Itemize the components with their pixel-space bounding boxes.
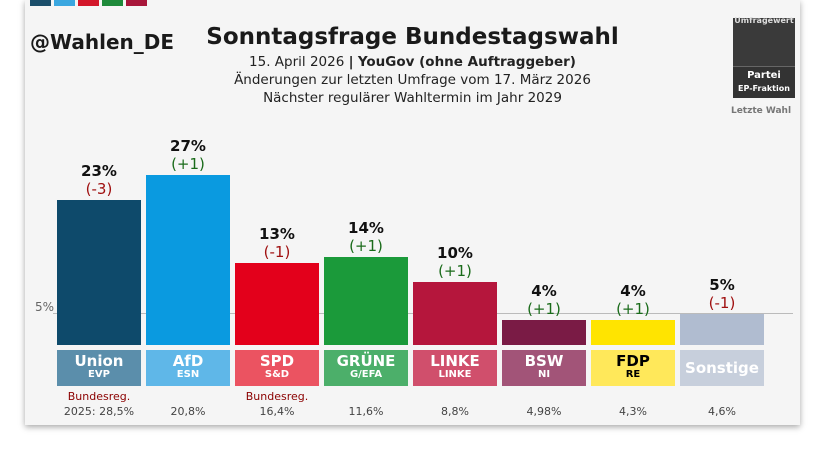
last-election: 8,8% (413, 389, 497, 419)
last-election-value: 16,4% (259, 405, 295, 418)
party-name: AfD (172, 352, 204, 370)
last-election-value: 11,6% (348, 405, 384, 418)
value-label: 4% (620, 281, 646, 300)
change-label: (-1) (708, 293, 736, 312)
change-label: (+1) (527, 299, 561, 318)
chart-card: @Wahlen_DE Sonntagsfrage Bundestagswahl … (25, 0, 800, 425)
party-plate: GRÜNE G/EFA (324, 350, 408, 386)
flag-segment (102, 0, 123, 6)
party-name: BSW (524, 352, 564, 370)
legend-fraction-label: EP-Fraktion (738, 84, 790, 93)
change-label: (+1) (438, 262, 472, 280)
chart-title: Sonntagsfrage Bundestagswahl (206, 24, 619, 50)
legend-party-label: Partei (747, 70, 781, 81)
last-election: 20,8% (146, 389, 230, 419)
last-election-value: 4,3% (619, 405, 647, 418)
last-election: 4,6% (680, 389, 764, 419)
last-election-value: 8,8% (441, 405, 469, 418)
bar-linke (413, 282, 497, 345)
legend-box: Umfragewert Partei EP-Fraktion (733, 16, 795, 98)
poll-date: 15. April 2026 (249, 54, 345, 70)
last-election: 11,6% (324, 389, 408, 419)
poll-source: YouGov (ohne Auftraggeber) (357, 54, 576, 70)
party-plate: BSW NI (502, 350, 586, 386)
separator: | (348, 54, 354, 70)
party-name: LINKE (430, 352, 480, 370)
change-label: (+1) (616, 299, 650, 318)
subtitle-line-2: Änderungen zur letzten Umfrage vom 17. M… (234, 72, 591, 88)
legend-value-label: Umfragewert (734, 16, 794, 25)
legend-last-election-label: Letzte Wahl (730, 106, 792, 116)
party-name: Sonstige (685, 359, 759, 377)
spacer (413, 389, 497, 404)
value-label: 14% (348, 218, 384, 237)
bar-grüne (324, 256, 408, 345)
last-election: Bundesreg. 2025: 28,5% (57, 389, 141, 419)
value-label: 13% (259, 225, 295, 244)
last-election: 4,3% (591, 389, 675, 419)
bar-spd (235, 263, 319, 345)
bar-fdp (591, 319, 675, 345)
last-election-value: 4,6% (708, 405, 736, 418)
subtitle-line-1: 15. April 2026 | YouGov (ohne Auftraggeb… (25, 54, 800, 70)
flag-segment (78, 0, 99, 6)
party-fraction: LINKE (438, 369, 472, 380)
party-fraction: NI (537, 369, 551, 380)
value-label: 4% (531, 281, 557, 300)
flag-segment (54, 0, 75, 6)
bar-union (57, 200, 141, 345)
party-plate: SPD S&D (235, 350, 319, 386)
party-plate: Union EVP (57, 350, 141, 386)
party-name: SPD (259, 352, 295, 370)
flag-segment (30, 0, 51, 6)
spacer (502, 389, 586, 404)
account-handle: @Wahlen_DE (30, 30, 175, 54)
last-election: 4,98% (502, 389, 586, 419)
party-plate: Sonstige (680, 350, 764, 386)
bar-sonstige (680, 313, 764, 345)
party-fraction: EVP (88, 369, 110, 380)
bar-afd (146, 174, 230, 345)
value-label: 10% (437, 244, 473, 262)
threshold-label: 5% (35, 300, 55, 314)
party-fraction: S&D (264, 369, 290, 380)
party-name: GRÜNE (336, 352, 396, 370)
bar-bsw (502, 319, 586, 345)
spacer (591, 389, 675, 404)
last-election-value: 2025: 28,5% (63, 405, 135, 418)
last-election-value: 20,8% (170, 405, 206, 418)
party-fraction: ESN (176, 369, 200, 380)
spacer (680, 389, 764, 404)
party-fraction: RE (625, 369, 641, 380)
change-label: (-3) (85, 180, 113, 199)
subtitle-line-3: Nächster regulärer Wahltermin im Jahr 20… (263, 90, 562, 106)
change-label: (-1) (263, 243, 291, 262)
government-label: Bundesreg. (67, 390, 131, 403)
value-label: 23% (81, 162, 117, 181)
value-label: 27% (170, 136, 206, 155)
party-plate: LINKE LINKE (413, 350, 497, 386)
change-label: (+1) (349, 236, 383, 255)
legend-value-swatch: Umfragewert (733, 16, 795, 67)
party-plate: AfD ESN (146, 350, 230, 386)
last-election-value: 4,98% (526, 405, 562, 418)
party-name: Union (74, 352, 124, 370)
party-fraction: G/EFA (349, 369, 383, 380)
value-label: 5% (709, 275, 735, 294)
spacer (146, 389, 230, 404)
change-label: (+1) (171, 154, 205, 173)
flag-segment (126, 0, 147, 6)
spacer (324, 389, 408, 404)
last-election: Bundesreg. 16,4% (235, 389, 319, 419)
party-plate: FDP RE (591, 350, 675, 386)
government-label: Bundesreg. (245, 390, 309, 403)
party-name: FDP (616, 352, 650, 370)
